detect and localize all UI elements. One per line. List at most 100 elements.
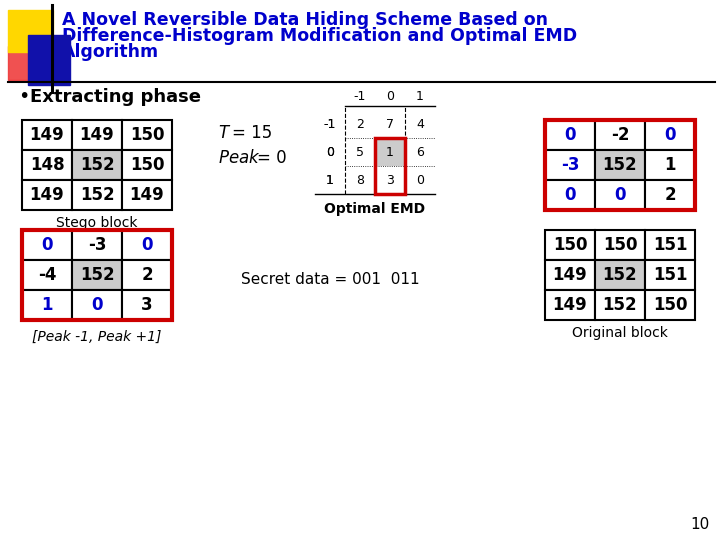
Text: 150: 150: [130, 156, 164, 174]
Text: 149: 149: [80, 126, 114, 144]
Text: $T$: $T$: [218, 124, 231, 142]
Text: 1: 1: [41, 296, 53, 314]
Text: = 15: = 15: [232, 124, 272, 142]
Text: Extracting phase: Extracting phase: [30, 88, 201, 106]
Bar: [375, 138, 405, 194]
Text: 0: 0: [416, 173, 424, 186]
Text: -3: -3: [561, 156, 580, 174]
Text: 0: 0: [91, 296, 103, 314]
Text: $Peak$: $Peak$: [218, 149, 261, 167]
Bar: [545, 290, 595, 320]
Bar: [22, 230, 72, 260]
Text: 152: 152: [603, 296, 637, 314]
Bar: [122, 180, 172, 210]
Text: 0: 0: [141, 236, 153, 254]
Bar: [375, 138, 405, 166]
Text: 3: 3: [386, 173, 394, 186]
Bar: [645, 180, 695, 210]
Text: 152: 152: [603, 266, 637, 284]
Text: 1: 1: [326, 173, 334, 186]
Text: 0: 0: [614, 186, 626, 204]
Text: 0: 0: [326, 145, 334, 159]
Bar: [72, 260, 122, 290]
Bar: [72, 180, 122, 210]
Bar: [28, 35, 70, 85]
Text: Original block: Original block: [572, 326, 668, 340]
Text: -1: -1: [354, 90, 366, 103]
Bar: [645, 290, 695, 320]
Text: 8: 8: [356, 173, 364, 186]
Bar: [645, 230, 695, 260]
Text: = 0: = 0: [257, 149, 287, 167]
Bar: [72, 230, 122, 260]
Bar: [645, 150, 695, 180]
Bar: [8, 10, 53, 52]
Bar: [545, 260, 595, 290]
Text: 10: 10: [690, 517, 710, 532]
Text: Difference-Histogram Modification and Optimal EMD: Difference-Histogram Modification and Op…: [62, 27, 577, 45]
Bar: [122, 150, 172, 180]
Bar: [405, 110, 435, 138]
Text: 149: 149: [553, 266, 588, 284]
Text: 4: 4: [416, 118, 424, 131]
Text: 6: 6: [416, 145, 424, 159]
Bar: [8, 46, 46, 80]
Bar: [545, 120, 595, 150]
Text: 0: 0: [41, 236, 53, 254]
Text: 152: 152: [80, 156, 114, 174]
Text: 3: 3: [141, 296, 153, 314]
Text: -1: -1: [324, 118, 336, 131]
Text: 5: 5: [356, 145, 364, 159]
Bar: [595, 230, 645, 260]
Text: 149: 149: [130, 186, 164, 204]
Text: -1: -1: [324, 118, 336, 131]
Bar: [22, 290, 72, 320]
Text: Stego block: Stego block: [56, 216, 138, 230]
Bar: [645, 260, 695, 290]
Bar: [22, 230, 172, 320]
Text: Secret data = 001  011: Secret data = 001 011: [240, 273, 419, 287]
Bar: [405, 138, 435, 166]
Bar: [645, 120, 695, 150]
Text: 152: 152: [80, 186, 114, 204]
Text: 0: 0: [665, 126, 676, 144]
Bar: [72, 290, 122, 320]
Text: -3: -3: [88, 236, 107, 254]
Text: 2: 2: [356, 118, 364, 131]
Bar: [595, 120, 645, 150]
Text: 152: 152: [80, 266, 114, 284]
Bar: [22, 260, 72, 290]
Text: 148: 148: [30, 156, 64, 174]
Bar: [545, 120, 695, 210]
Bar: [545, 150, 595, 180]
Text: 150: 150: [603, 236, 637, 254]
Bar: [595, 260, 645, 290]
Bar: [122, 230, 172, 260]
Text: 152: 152: [603, 156, 637, 174]
Bar: [345, 138, 375, 166]
Text: 1: 1: [386, 145, 394, 159]
Bar: [375, 166, 405, 194]
Text: -2: -2: [611, 126, 629, 144]
Bar: [595, 150, 645, 180]
Bar: [22, 120, 72, 150]
Text: 0: 0: [386, 90, 394, 103]
Bar: [122, 120, 172, 150]
Bar: [72, 150, 122, 180]
Bar: [122, 290, 172, 320]
Bar: [122, 260, 172, 290]
Text: A Novel Reversible Data Hiding Scheme Based on: A Novel Reversible Data Hiding Scheme Ba…: [62, 11, 548, 29]
Bar: [375, 110, 405, 138]
Bar: [405, 166, 435, 194]
Text: 149: 149: [30, 126, 64, 144]
Text: 2: 2: [141, 266, 153, 284]
Text: 149: 149: [30, 186, 64, 204]
Text: 7: 7: [386, 118, 394, 131]
Text: 150: 150: [130, 126, 164, 144]
Text: Algorithm: Algorithm: [62, 43, 159, 61]
Text: 150: 150: [653, 296, 688, 314]
Bar: [545, 180, 595, 210]
Text: 0: 0: [326, 145, 334, 159]
Text: 1: 1: [326, 173, 334, 186]
Bar: [595, 180, 645, 210]
